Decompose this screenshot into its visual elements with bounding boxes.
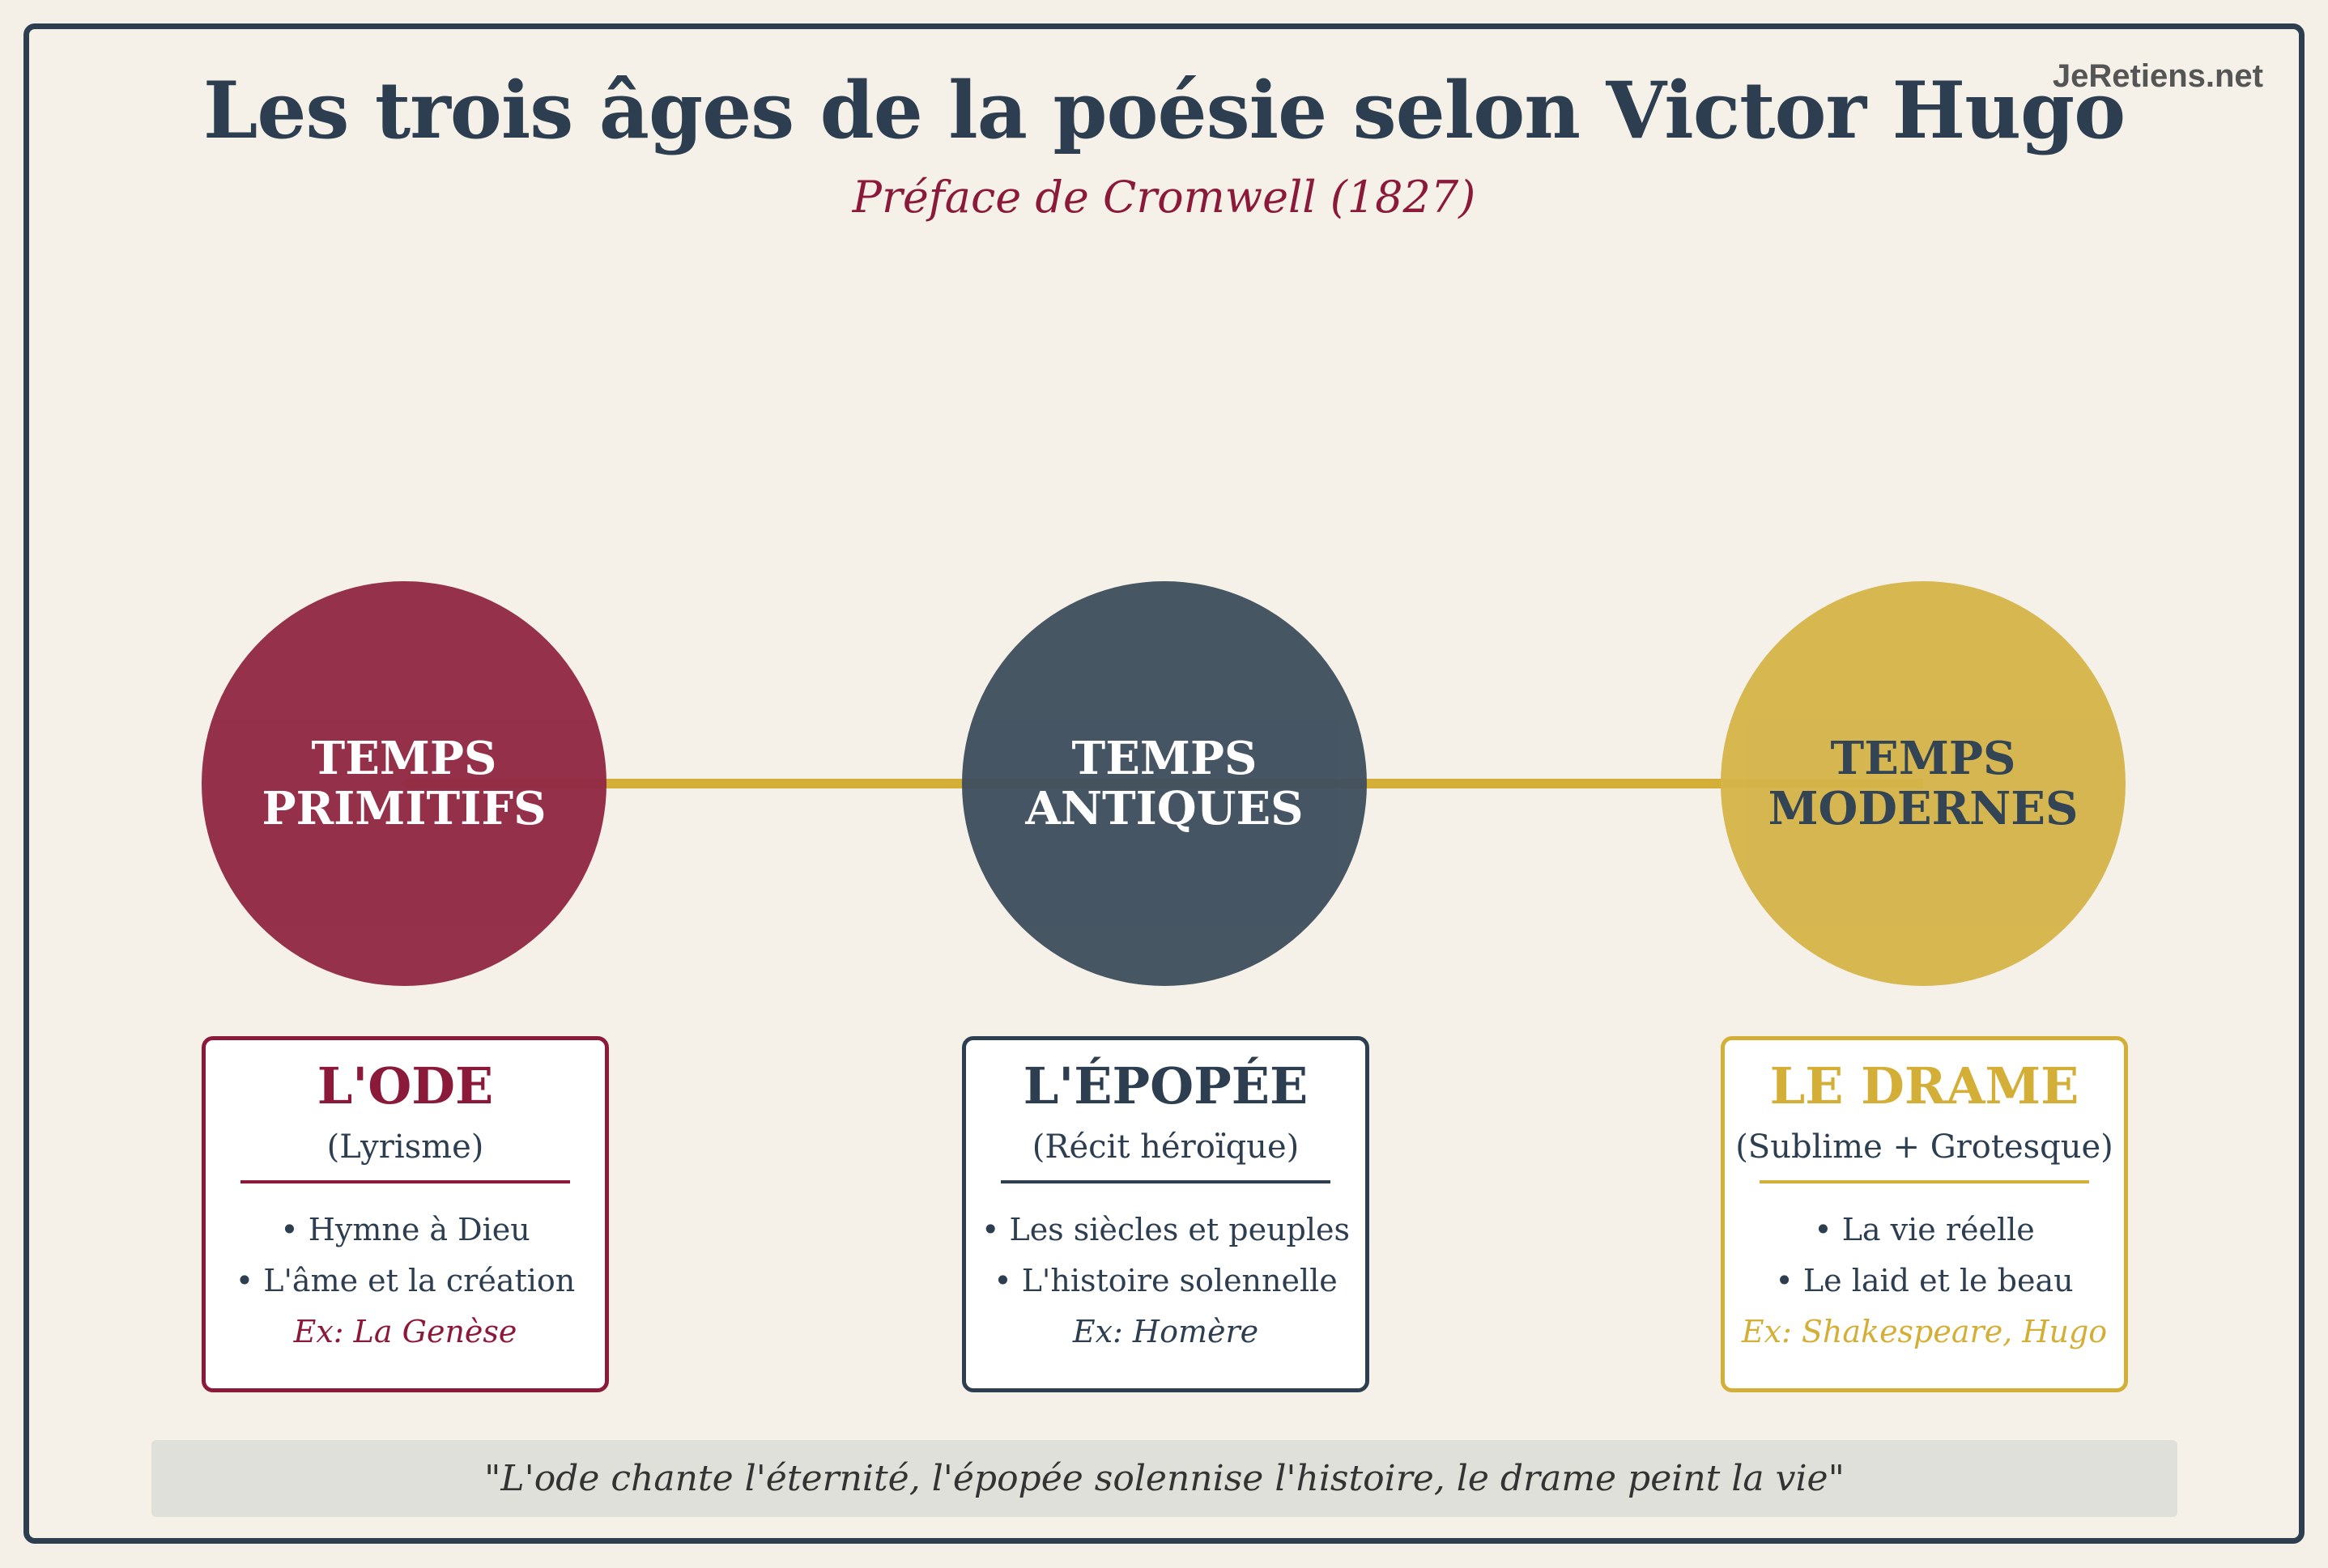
card-title: L'ODE [317, 1056, 494, 1115]
card-title: LE DRAME [1769, 1056, 2079, 1115]
card-example: Ex: Shakespeare, Hugo [1741, 1314, 2108, 1349]
quote-text: "L'ode chante l'éternité, l'épopée solen… [484, 1458, 1845, 1499]
card-subtitle: (Sublime + Grotesque) [1735, 1128, 2113, 1166]
card-divider [1760, 1180, 2089, 1183]
page-title: Les trois âges de la poésie selon Victor… [202, 65, 2126, 156]
circle-label-line1: TEMPS [1830, 732, 2016, 785]
card-bullet: • Hymne à Dieu [280, 1212, 530, 1247]
quote-banner: "L'ode chante l'éternité, l'épopée solen… [151, 1440, 2177, 1517]
circle-label-line1: TEMPS [1071, 732, 1258, 785]
card-title: L'ÉPOPÉE [1023, 1056, 1309, 1115]
card-drame: LE DRAME (Sublime + Grotesque) • La vie … [1721, 1036, 2128, 1392]
card-subtitle: (Récit héroïque) [1032, 1128, 1300, 1166]
card-example: Ex: Homère [1072, 1314, 1259, 1349]
circle-label-line1: TEMPS [311, 732, 497, 785]
card-divider [240, 1180, 570, 1183]
card-bullet: • L'histoire solennelle [994, 1263, 1338, 1298]
circle-temps-primitifs: TEMPS PRIMITIFS [202, 581, 606, 986]
card-example: Ex: La Genèse [293, 1314, 517, 1349]
card-bullet: • Le laid et le beau [1775, 1263, 2074, 1298]
card-ode: L'ODE (Lyrisme) • Hymne à Dieu • L'âme e… [202, 1036, 609, 1392]
circle-temps-modernes: TEMPS MODERNES [1721, 581, 2126, 986]
circle-label-line2: MODERNES [1768, 782, 2079, 835]
card-bullet: • Les siècles et peuples [981, 1212, 1351, 1247]
circle-label-line2: PRIMITIFS [262, 782, 547, 835]
card-bullet: • L'âme et la création [235, 1263, 576, 1298]
card-subtitle: (Lyrisme) [326, 1128, 484, 1166]
card-epopee: L'ÉPOPÉE (Récit héroïque) • Les siècles … [962, 1036, 1369, 1392]
circle-label-line2: ANTIQUES [1025, 782, 1304, 835]
card-divider [1001, 1180, 1330, 1183]
card-bullet: • La vie réelle [1814, 1212, 2035, 1247]
page-subtitle: Préface de Cromwell (1827) [852, 172, 1476, 223]
circle-temps-antiques: TEMPS ANTIQUES [962, 581, 1367, 986]
watermark: JeRetiens.net [2052, 58, 2263, 94]
